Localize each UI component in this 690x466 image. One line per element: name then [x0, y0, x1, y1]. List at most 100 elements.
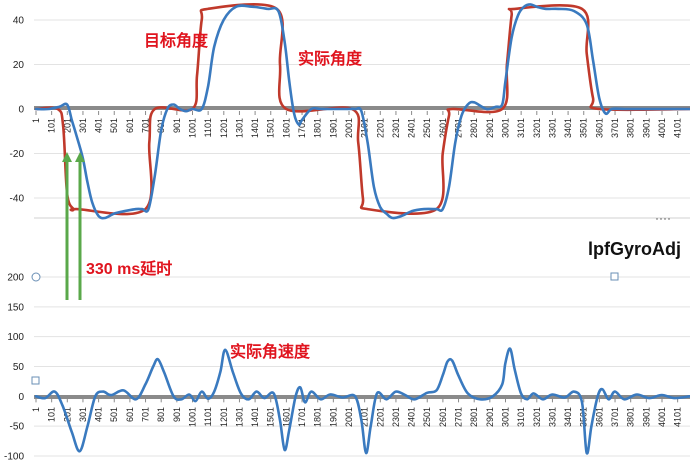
velocity-x-tick-label: 701 [141, 407, 151, 422]
angle-x-tick-label: 2601 [438, 118, 448, 138]
velocity-x-tick-label: 3701 [610, 407, 620, 427]
angle-x-tick-label: 1601 [281, 118, 291, 138]
angle-x-tick-label: 1401 [250, 118, 260, 138]
velocity-x-tick-label: 3001 [500, 407, 510, 427]
velocity-x-tick-label: 3301 [547, 407, 557, 427]
angle-x-tick-label: 3601 [594, 118, 604, 138]
angle-x-tick-label: 401 [94, 118, 104, 133]
velocity-x-tick-label: 1101 [203, 407, 213, 426]
velocity-x-tick-label: 4101 [673, 407, 683, 427]
actual-angular-velocity-label: 实际角速度 [230, 342, 311, 361]
velocity-y-tick-label: -50 [10, 422, 25, 433]
angle-x-tick-label: 4101 [673, 118, 683, 138]
angle-x-tick-label: 2801 [469, 118, 479, 138]
angle-x-tick-label: 2001 [344, 118, 354, 138]
angle-x-tick-label: 3501 [579, 118, 589, 138]
velocity-y-tick-label: 0 [18, 392, 24, 403]
gyro-chart-title: lpfGyroAdj [588, 239, 681, 259]
velocity-x-tick-label: 1901 [328, 407, 338, 427]
angle-x-tick-label: 3301 [547, 118, 557, 138]
velocity-x-tick-label: 801 [156, 407, 166, 422]
velocity-x-tick-label: 1001 [187, 407, 197, 427]
angle-x-tick-label: 701 [141, 118, 151, 133]
velocity-x-tick-label: 1801 [313, 407, 323, 427]
angle-x-tick-label: 3101 [516, 118, 526, 138]
velocity-x-tick-label: 501 [109, 407, 119, 422]
velocity-x-tick-label: 1401 [250, 407, 260, 427]
target-angle-label: 目标角度 [144, 31, 209, 50]
angle-x-tick-label: 501 [109, 118, 119, 133]
angle-x-tick-label: 3701 [610, 118, 620, 138]
velocity-x-tick-label: 1601 [281, 407, 291, 427]
velocity-y-tick-label: -100 [4, 452, 24, 463]
angle-x-tick-label: 3201 [532, 118, 542, 138]
velocity-y-tick-label: 150 [7, 302, 24, 313]
velocity-x-tick-label: 2101 [360, 407, 370, 427]
angle-series-line-1 [34, 3, 690, 220]
velocity-y-tick-label: 200 [7, 273, 24, 284]
velocity-x-tick-label: 301 [78, 407, 88, 422]
angle-x-tick-label: 2501 [422, 118, 432, 138]
velocity-x-tick-label: 2301 [391, 407, 401, 427]
angle-x-tick-label: 3401 [563, 118, 573, 138]
angle-x-tick-label: 101 [47, 118, 57, 133]
angle-y-tick-label: 20 [13, 60, 25, 71]
velocity-x-tick-label: 4001 [657, 407, 667, 427]
angle-x-tick-label: 2401 [407, 118, 417, 138]
velocity-x-tick-label: 401 [94, 407, 104, 422]
velocity-x-tick-label: 901 [172, 407, 182, 422]
angle-x-tick-label: 1901 [328, 118, 338, 138]
angle-x-tick-label: 4001 [657, 118, 667, 138]
velocity-x-tick-label: 2801 [469, 407, 479, 427]
angle-x-tick-label: 1301 [234, 118, 244, 138]
velocity-series-line-0 [34, 347, 690, 455]
chart-selection-handle-right[interactable] [610, 272, 619, 281]
velocity-x-tick-label: 1501 [266, 407, 276, 427]
velocity-x-tick-label: 1 [31, 407, 41, 412]
angle-x-tick-label: 2301 [391, 118, 401, 138]
velocity-x-tick-label: 2401 [407, 407, 417, 427]
velocity-x-tick-label: 601 [125, 407, 135, 422]
angle-x-tick-label: 3801 [626, 118, 636, 138]
velocity-x-tick-label: 3901 [641, 407, 651, 427]
angle-x-tick-label: 1001 [187, 118, 197, 138]
angle-x-tick-label: 1801 [313, 118, 323, 138]
velocity-y-tick-label: 50 [13, 362, 25, 373]
chart-selection-handle-left[interactable] [31, 272, 41, 282]
angle-y-tick-label: 40 [13, 16, 25, 27]
angle-x-tick-label: 2201 [375, 118, 385, 138]
velocity-x-tick-label: 1701 [297, 407, 307, 427]
velocity-x-tick-label: 2901 [485, 407, 495, 427]
velocity-x-tick-label: 3801 [626, 407, 636, 427]
actual-angle-label: 实际角度 [298, 49, 363, 68]
angle-x-tick-label: 901 [172, 118, 182, 133]
angle-y-tick-label: -20 [10, 149, 25, 160]
delay-markers: 330 ms延时 [62, 152, 172, 300]
angle-x-tick-label: 601 [125, 118, 135, 133]
angle-x-tick-label: 301 [78, 118, 88, 133]
delay-arrowhead-target [62, 152, 72, 162]
velocity-x-tick-label: 2701 [454, 407, 464, 427]
angle-x-tick-label: 1 [31, 118, 41, 123]
chart-selection-handle-bottom[interactable] [31, 376, 40, 385]
angle-x-tick-label: 201 [62, 118, 72, 133]
angle-x-tick-label: 1201 [219, 118, 229, 138]
velocity-x-tick-label: 1201 [219, 407, 229, 427]
angle-y-tick-label: -40 [10, 194, 25, 205]
velocity-x-tick-label: 2001 [344, 407, 354, 427]
velocity-x-tick-label: 2201 [375, 407, 385, 427]
velocity-x-tick-label: 201 [62, 407, 72, 422]
delay-label: 330 ms延时 [86, 259, 172, 278]
angle-x-tick-label: 3901 [641, 118, 651, 138]
angle-x-tick-label: 1701 [297, 118, 307, 138]
angle-x-tick-label: 2901 [485, 118, 495, 138]
velocity-x-tick-label: 2601 [438, 407, 448, 427]
velocity-x-tick-label: 3101 [516, 407, 526, 427]
delay-arrowhead-actual [75, 152, 85, 162]
velocity-x-tick-label: 101 [47, 407, 57, 422]
velocity-x-tick-label: 3601 [594, 407, 604, 427]
velocity-x-tick-label: 3401 [563, 407, 573, 427]
